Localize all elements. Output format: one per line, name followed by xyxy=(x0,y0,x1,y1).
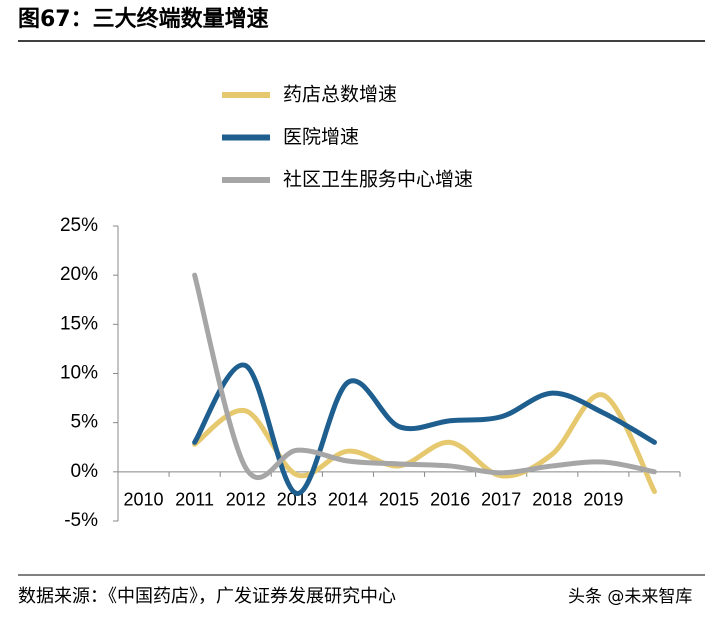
y-tick-label: 25% xyxy=(60,215,98,236)
line-series xyxy=(192,272,657,480)
legend-label: 社区卫生服务中心增速 xyxy=(283,169,473,191)
legend-label: 药店总数增速 xyxy=(283,84,397,106)
line-series xyxy=(192,392,657,494)
x-tick-label: 2010 xyxy=(124,490,164,510)
x-tick-label: 2012 xyxy=(226,490,266,510)
x-tick-label: 2016 xyxy=(430,490,470,510)
y-tick-label: 5% xyxy=(71,412,99,433)
x-tick-label: 2017 xyxy=(481,490,521,510)
x-tick-label: 2015 xyxy=(379,490,419,510)
y-tick-label: 15% xyxy=(60,313,98,334)
x-tick-label: 2014 xyxy=(328,490,368,510)
x-tick-label: 2018 xyxy=(532,490,572,510)
x-tick-label: 2013 xyxy=(277,490,317,510)
x-tick-label: 2019 xyxy=(583,490,623,510)
y-tick-label: 10% xyxy=(60,363,98,384)
chart-title: 图67：三大终端数量增速 xyxy=(18,6,269,32)
line-series xyxy=(192,362,657,496)
watermark: 头条 @未来智库 xyxy=(568,587,692,607)
x-tick-label: 2011 xyxy=(175,490,214,510)
legend-label: 医院增速 xyxy=(283,126,359,148)
y-tick-label: -5% xyxy=(64,510,98,531)
source: 数据来源：《中国药店》，广发证券发展研究中心 xyxy=(18,586,396,607)
y-tick-label: 0% xyxy=(71,461,99,482)
y-tick-label: 20% xyxy=(60,264,98,285)
